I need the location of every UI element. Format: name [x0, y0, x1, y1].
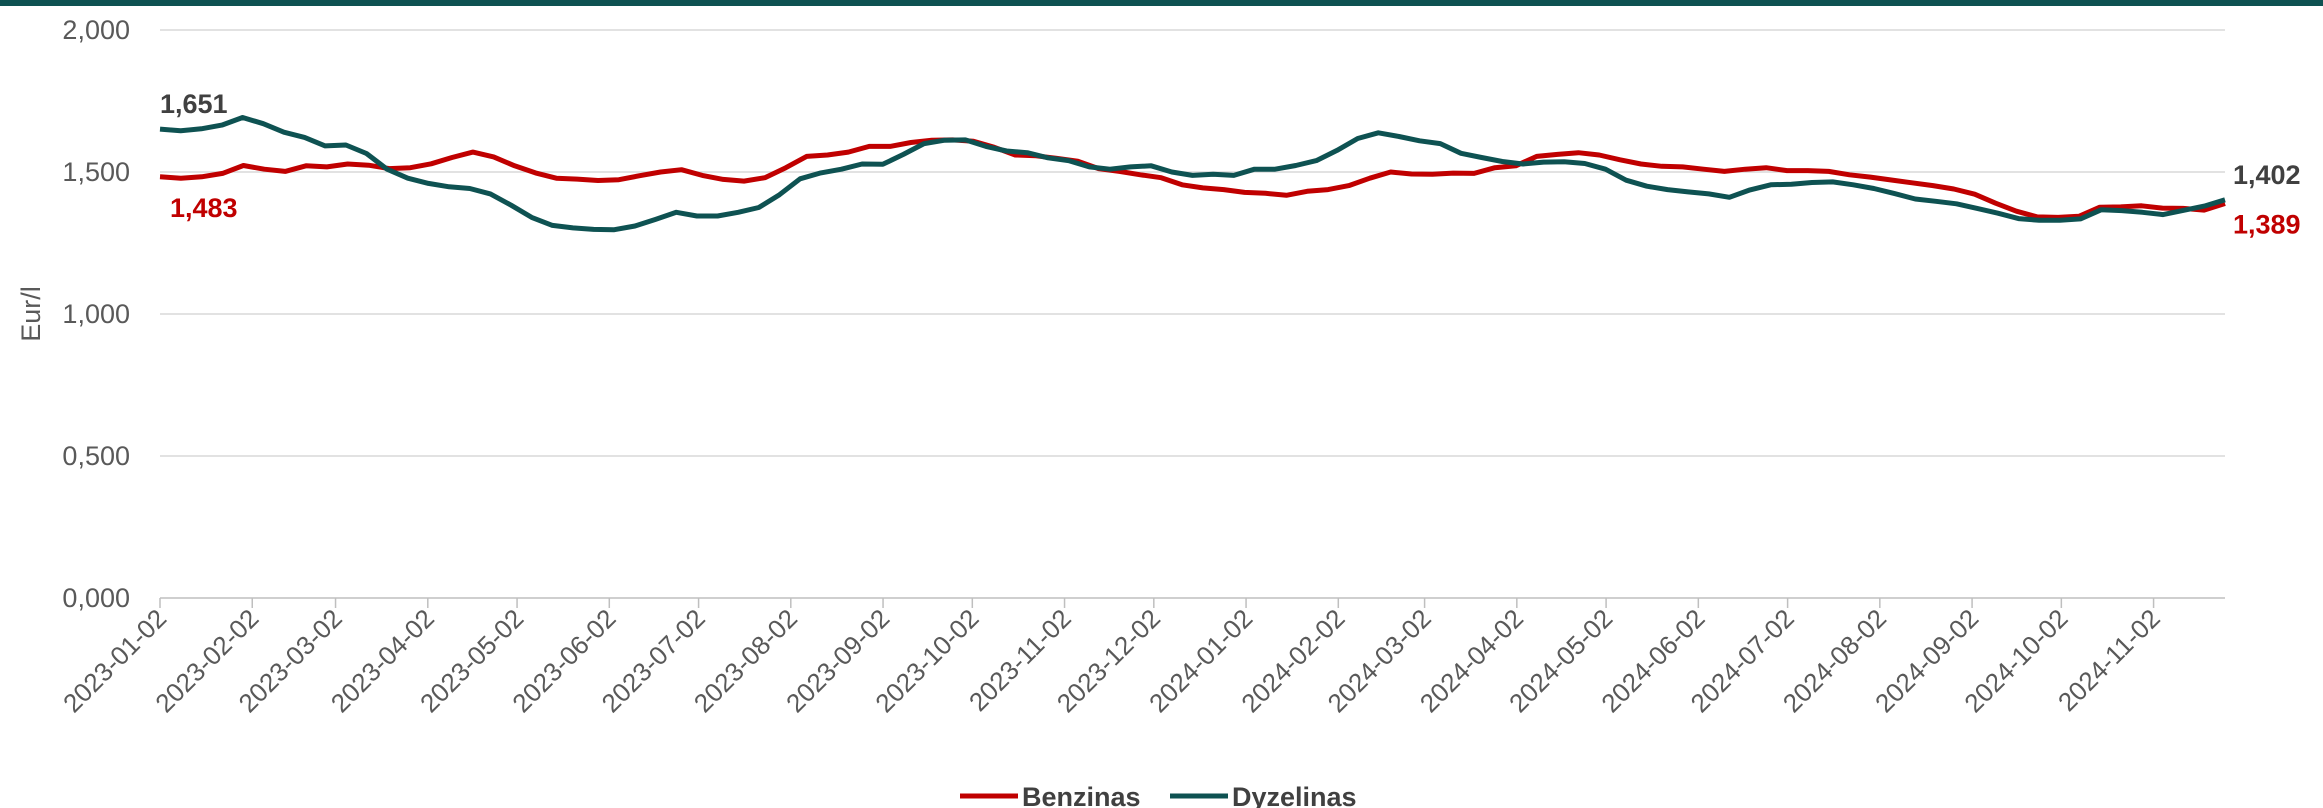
series-line-dyzelinas	[159, 115, 2226, 233]
first-value-label: 1,651	[160, 89, 228, 119]
top-accent-bar	[0, 0, 2323, 6]
y-tick-label: 0,000	[62, 583, 130, 613]
legend: Benzinas Dyzelinas	[960, 782, 1357, 808]
y-tick-label: 1,500	[62, 157, 130, 187]
x-axis-tick-labels: 2023-01-022023-02-022023-03-022023-04-02…	[57, 598, 2166, 718]
y-tick-label: 1,000	[62, 299, 130, 329]
legend-label-dyzelinas: Dyzelinas	[1232, 782, 1357, 808]
gridlines	[160, 29, 2225, 457]
last-value-label: 1,389	[2233, 210, 2301, 240]
first-value-label: 1,483	[170, 193, 238, 223]
y-axis-label: Eur/l	[16, 286, 46, 342]
y-tick-label: 2,000	[62, 15, 130, 45]
series-line-benzinas	[159, 137, 2226, 220]
end-value-labels: 1,483 1,389 1,651 1,402	[160, 89, 2301, 239]
y-tick-label: 0,500	[62, 441, 130, 471]
y-axis-tick-labels: 0,000 0,500 1,000 1,500 2,000	[62, 15, 130, 613]
series-lines	[159, 115, 2226, 233]
last-value-label: 1,402	[2233, 160, 2301, 190]
legend-label-benzinas: Benzinas	[1022, 782, 1141, 808]
